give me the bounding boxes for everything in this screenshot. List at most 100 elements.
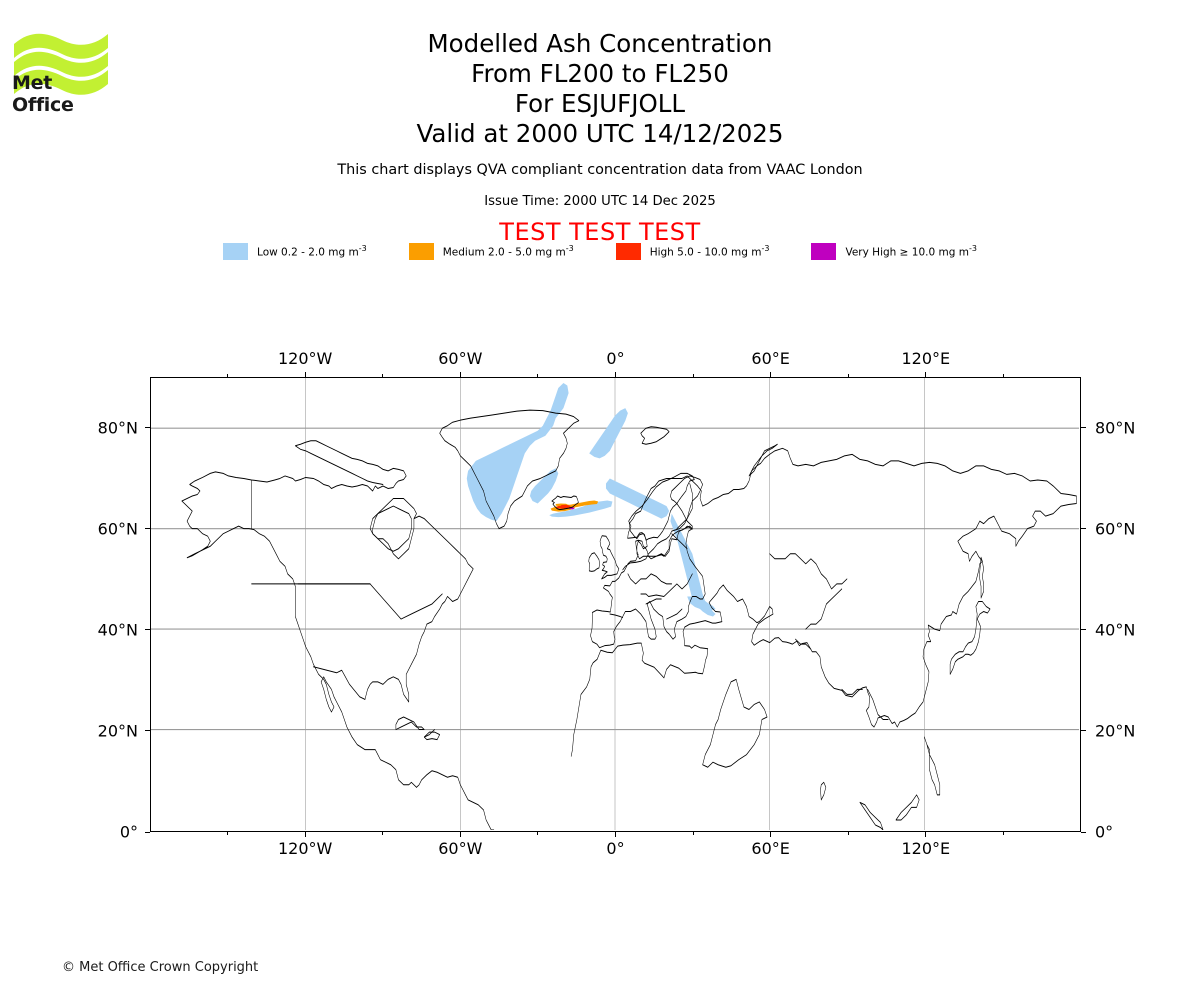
- lat-tick-right-3: [1081, 730, 1086, 732]
- legend-label-high: High 5.0 - 10.0 mg m-3: [649, 244, 770, 259]
- political-border: [609, 613, 623, 619]
- coastline-path: [702, 678, 768, 768]
- legend-item-low: Low 0.2 - 2.0 mg m-3: [223, 243, 409, 260]
- political-border: [676, 482, 693, 530]
- met-office-logo: Met Office: [12, 26, 116, 116]
- ash-region-low-3: [605, 478, 670, 519]
- lon-label-top-4: 120°E: [901, 349, 951, 368]
- ash-region-low-5: [549, 500, 613, 518]
- coastline-path: [416, 770, 495, 830]
- legend-label-medium: Medium 2.0 - 5.0 mg m-3: [442, 244, 574, 259]
- lon-tick-top-3: [770, 372, 772, 377]
- lon-minor-tick-bottom-0: [227, 832, 229, 835]
- coastline-path: [640, 426, 670, 445]
- political-border: [666, 608, 683, 620]
- lat-label-right-0: 80°N: [1095, 418, 1136, 438]
- coastline-path: [439, 409, 580, 530]
- lat-tick-left-2: [145, 629, 150, 631]
- lat-label-right-2: 40°N: [1095, 620, 1136, 640]
- lon-tick-top-1: [459, 372, 461, 377]
- map-plot-frame: [150, 377, 1081, 832]
- lat-label-right-4: 0°: [1095, 822, 1114, 842]
- legend-swatch-medium: [408, 243, 434, 260]
- lon-minor-tick-top-2: [537, 374, 539, 377]
- coastline-path: [364, 498, 474, 703]
- map-container: 120°W 120°W 60°W 60°W 0° 0° 60°E 60°E 120°E 120°E…: [98, 349, 1136, 858]
- ash-plume-layer: [466, 383, 716, 617]
- coastline-path: [895, 794, 920, 821]
- lat-label-left-0: 80°N: [97, 418, 138, 438]
- lon-tick-bottom-1: [459, 832, 461, 837]
- lon-label-top-1: 60°W: [438, 349, 483, 368]
- flight-level-line: From FL200 to FL250: [471, 59, 729, 88]
- page-title: Modelled Ash Concentration: [427, 29, 773, 58]
- lon-label-top-0: 120°W: [277, 349, 333, 368]
- lat-label-left-2: 40°N: [97, 620, 138, 640]
- coastline-path: [181, 500, 417, 788]
- lon-minor-tick-top-3: [692, 374, 694, 377]
- met-office-wave-mark: [14, 33, 108, 95]
- legend-swatch-high: [615, 243, 641, 260]
- lon-minor-tick-bottom-3: [692, 832, 694, 835]
- coastline-layer: [181, 409, 1077, 830]
- lat-tick-left-1: [145, 528, 150, 530]
- coastline-path: [859, 801, 884, 830]
- copyright-footer: © Met Office Crown Copyright: [62, 960, 259, 975]
- coastline-path: [949, 600, 991, 675]
- coastline-path: [181, 440, 407, 502]
- ash-region-low-2: [589, 408, 628, 459]
- legend-label-very-high: Very High ≥ 10.0 mg m-3: [845, 244, 977, 259]
- map-gridlines: [151, 378, 1079, 830]
- coastline-path: [551, 495, 579, 511]
- legend-item-very-high: Very High ≥ 10.0 mg m-3: [811, 243, 977, 260]
- lat-tick-right-4: [1081, 831, 1086, 833]
- legend-item-medium: Medium 2.0 - 5.0 mg m-3: [408, 243, 616, 260]
- political-border: [423, 729, 435, 738]
- coastline-path: [924, 736, 941, 796]
- political-border: [640, 573, 693, 597]
- lon-minor-tick-top-1: [382, 374, 384, 377]
- political-border: [867, 688, 889, 721]
- coastline-path: [570, 447, 1077, 757]
- lat-label-right-1: 60°N: [1095, 519, 1136, 539]
- coastline-path: [627, 472, 695, 541]
- lat-tick-left-0: [145, 427, 150, 429]
- lon-tick-bottom-0: [304, 832, 306, 837]
- lon-label-bottom-2: 0°: [606, 839, 625, 858]
- lon-tick-top-4: [925, 372, 927, 377]
- met-office-wordmark: Met Office: [12, 72, 74, 116]
- lat-tick-left-3: [145, 730, 150, 732]
- coastline-path: [820, 781, 827, 801]
- lon-minor-tick-bottom-1: [382, 832, 384, 835]
- ash-region-low-0: [466, 383, 569, 522]
- title-block: Modelled Ash Concentration From FL200 to…: [0, 0, 1200, 246]
- lon-tick-bottom-4: [925, 832, 927, 837]
- political-border: [369, 583, 443, 620]
- political-border: [671, 533, 688, 550]
- test-banner: TEST TEST TEST: [499, 218, 701, 246]
- world-map: [151, 378, 1079, 830]
- lon-minor-tick-bottom-5: [1002, 832, 1004, 835]
- legend-label-low: Low 0.2 - 2.0 mg m-3: [257, 244, 367, 259]
- lon-minor-tick-bottom-2: [537, 832, 539, 835]
- legend-swatch-very-high: [811, 243, 837, 260]
- ash-region-low-4: [670, 513, 716, 617]
- political-border: [841, 688, 863, 695]
- lon-minor-tick-top-4: [847, 374, 849, 377]
- political-border: [795, 638, 812, 650]
- concentration-legend: Low 0.2 - 2.0 mg m-3 Medium 2.0 - 5.0 mg …: [0, 243, 1200, 260]
- lon-minor-tick-bottom-4: [847, 832, 849, 835]
- issue-time: Issue Time: 2000 UTC 14 Dec 2025: [484, 194, 716, 209]
- ash-region-low-6: [687, 596, 716, 612]
- lat-tick-right-0: [1081, 427, 1086, 429]
- lon-tick-top-0: [304, 372, 306, 377]
- coastline-path: [369, 505, 412, 552]
- lon-minor-tick-top-5: [1002, 374, 1004, 377]
- coastline-path: [395, 716, 425, 731]
- lon-label-top-3: 60°E: [751, 349, 790, 368]
- political-border: [805, 588, 843, 630]
- lat-label-left-1: 60°N: [97, 519, 138, 539]
- coastline-path: [588, 552, 600, 572]
- legend-swatch-low: [223, 243, 249, 260]
- lat-tick-right-1: [1081, 528, 1086, 530]
